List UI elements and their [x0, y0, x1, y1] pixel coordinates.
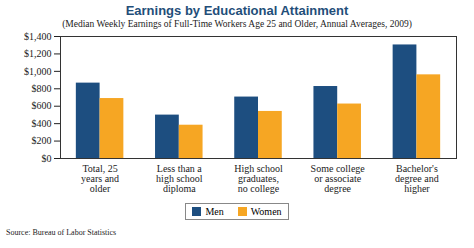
html-text:(Median Weekly Earnings of Ful: (Median Weekly Earnings of Full-Time Wor… [62, 19, 412, 29]
svg-text:$800: $800 [32, 83, 52, 94]
svg-text:Some collegeor associatedegree: Some collegeor associatedegree [311, 163, 366, 194]
svg-text:Total, 25years andolder: Total, 25years andolder [81, 163, 119, 194]
svg-text:$400: $400 [32, 118, 52, 129]
svg-text:Less than ahigh schooldiploma: Less than ahigh schooldiploma [156, 163, 203, 194]
svg-text:Bachelor'sdegree andhigher: Bachelor'sdegree andhigher [395, 163, 439, 194]
html-text:Women: Women [250, 206, 282, 217]
html-text:Earnings by Educational Attain: Earnings by Educational Attainment [125, 3, 349, 18]
html-text:Men: Men [205, 206, 224, 217]
html-text:Source: Bureau of Labor Statis: Source: Bureau of Labor Statistics [6, 228, 117, 237]
svg-text:$200: $200 [32, 135, 52, 146]
svg-text:$1,000: $1,000 [24, 66, 52, 77]
svg-text:$1,400: $1,400 [24, 31, 52, 42]
svg-text:$600: $600 [32, 100, 52, 111]
svg-text:$0: $0 [42, 153, 52, 164]
svg-text:$1,200: $1,200 [24, 48, 52, 59]
svg-text:High schoolgraduates,no colleg: High schoolgraduates,no college [234, 163, 283, 194]
